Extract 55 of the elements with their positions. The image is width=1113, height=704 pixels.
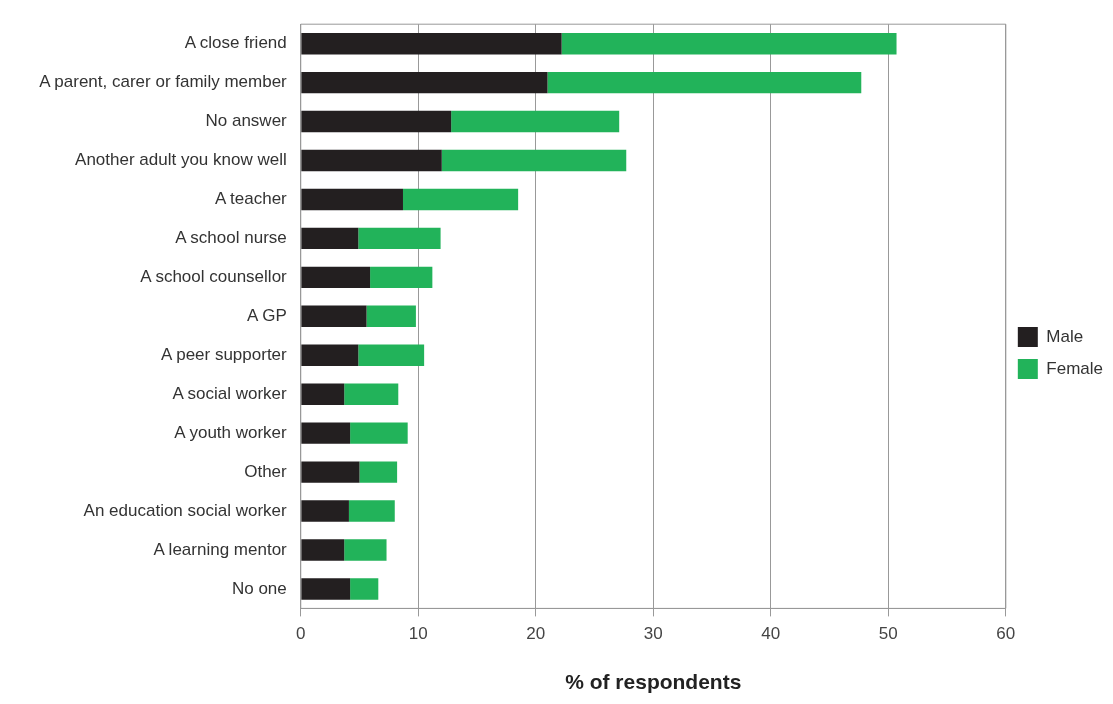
bar bbox=[301, 578, 351, 600]
y-tick-label: A youth worker bbox=[174, 422, 288, 442]
bar bbox=[301, 266, 371, 289]
y-tick-label: A peer supporter bbox=[161, 344, 288, 364]
bar bbox=[301, 32, 562, 55]
bar bbox=[301, 305, 367, 328]
y-tick-label: No one bbox=[231, 578, 287, 598]
y-tick-label: Another adult you know well bbox=[75, 150, 287, 170]
bar bbox=[301, 227, 359, 250]
y-tick-label: A GP bbox=[247, 305, 287, 325]
x-tick-label: 50 bbox=[878, 624, 898, 644]
y-tick-label: A parent, carer or family member bbox=[39, 72, 288, 92]
bar bbox=[359, 461, 398, 483]
bar bbox=[301, 461, 360, 483]
bar bbox=[301, 383, 345, 405]
bar bbox=[344, 539, 387, 561]
bar bbox=[358, 227, 441, 250]
bar bbox=[547, 71, 862, 94]
x-axis-title: % of respondents bbox=[565, 670, 742, 694]
bar bbox=[301, 149, 442, 172]
y-tick-label: A learning mentor bbox=[153, 539, 288, 559]
bar bbox=[301, 110, 452, 133]
bar bbox=[451, 110, 620, 133]
x-tick-label: 30 bbox=[643, 624, 663, 644]
bar bbox=[301, 188, 403, 211]
bar bbox=[441, 149, 627, 172]
x-tick-label: 40 bbox=[761, 624, 781, 644]
bar bbox=[301, 422, 351, 444]
bar bbox=[301, 539, 345, 561]
x-tick-label: 60 bbox=[996, 624, 1016, 644]
legend-label: Female bbox=[1046, 358, 1103, 378]
y-tick-label: A school nurse bbox=[175, 228, 287, 248]
bar bbox=[350, 578, 379, 600]
bar bbox=[348, 500, 395, 522]
bar bbox=[366, 305, 416, 328]
legend-label: Male bbox=[1046, 326, 1084, 346]
y-tick-label: A social worker bbox=[172, 383, 288, 403]
y-tick-label: No answer bbox=[205, 111, 288, 131]
bar bbox=[301, 500, 349, 522]
bar bbox=[402, 188, 519, 211]
y-tick-label: Other bbox=[244, 461, 288, 481]
bar bbox=[358, 344, 425, 366]
x-tick-label: 20 bbox=[526, 624, 546, 644]
bar bbox=[561, 32, 897, 55]
y-tick-label: An education social worker bbox=[83, 500, 288, 520]
bar bbox=[350, 422, 408, 444]
bar bbox=[301, 71, 548, 94]
bar bbox=[344, 383, 399, 405]
y-tick-label: A close friend bbox=[184, 33, 287, 53]
y-tick-label: A teacher bbox=[214, 189, 288, 209]
x-tick-label: 0 bbox=[296, 624, 306, 644]
y-tick-label: A school counsellor bbox=[140, 267, 288, 287]
x-tick-label: 10 bbox=[408, 624, 428, 644]
bar bbox=[301, 344, 359, 366]
bar bbox=[370, 266, 433, 289]
